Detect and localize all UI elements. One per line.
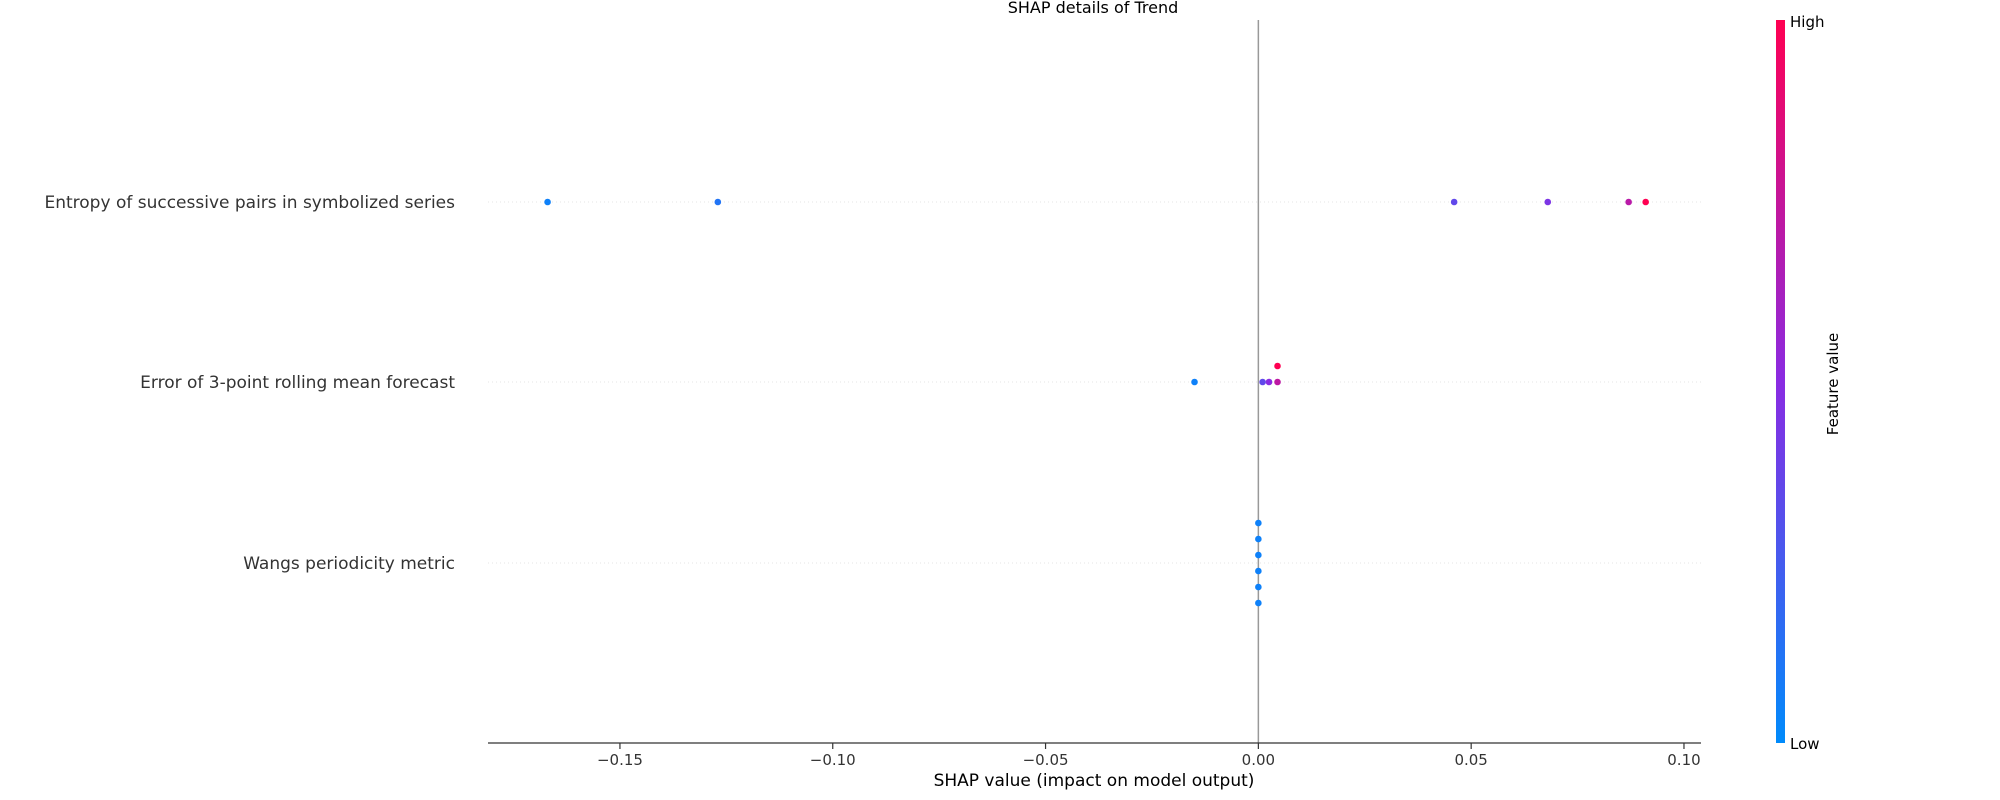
x-tick-label: −0.05 [1023, 751, 1069, 769]
x-tick-label: −0.10 [810, 751, 856, 769]
shap-point [1191, 378, 1198, 386]
shap-point [1274, 362, 1281, 370]
colorbar-title: Feature value [1824, 333, 1842, 435]
shap-point [714, 198, 722, 206]
shap-point [1255, 535, 1262, 543]
shap-point [1625, 198, 1632, 206]
feature-row-guides [488, 201, 1701, 564]
colorbar-high-label: High [1790, 13, 1824, 31]
shap-point [1255, 551, 1262, 559]
colorbar [1776, 20, 1785, 743]
x-tick-label: −0.15 [597, 751, 643, 769]
shap-point [1259, 378, 1266, 386]
colorbar-low-label: Low [1790, 735, 1820, 753]
x-tick-label: 0.00 [1242, 751, 1275, 769]
shap-point [1642, 198, 1649, 206]
shap-point [1255, 599, 1262, 607]
feature-labels: Entropy of successive pairs in symbolize… [44, 193, 455, 574]
x-axis-title: SHAP value (impact on model output) [934, 771, 1255, 791]
shap-point [1274, 378, 1281, 386]
feature-label: Wangs periodicity metric [243, 554, 455, 574]
shap-point [1255, 583, 1262, 591]
shap-point [1255, 567, 1262, 575]
chart-title: SHAP details of Trend [1008, 0, 1179, 17]
shap-point [544, 198, 551, 206]
feature-label: Entropy of successive pairs in symbolize… [44, 193, 455, 213]
shap-point [1255, 519, 1262, 527]
x-axis-ticks: −0.15 −0.10 −0.05 0.00 0.05 0.10 [597, 743, 1701, 769]
x-tick-label: 0.05 [1454, 751, 1487, 769]
shap-point [1450, 198, 1458, 206]
feature-label: Error of 3-point rolling mean forecast [140, 373, 455, 393]
shap-point [1265, 378, 1273, 386]
shap-points [544, 198, 1649, 607]
x-tick-label: 0.10 [1667, 751, 1700, 769]
shap-point [1544, 198, 1552, 206]
